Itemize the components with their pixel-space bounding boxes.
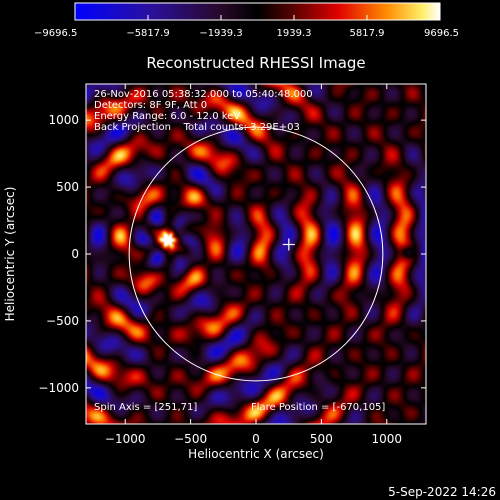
colorbar-tick-label: 1939.3	[277, 28, 312, 39]
colorbar-ticks: −9696.5 −5817.9 −1939.3 1939.3 5817.9 9696.5	[34, 15, 459, 39]
annotation-method-counts: Back Projection Total counts: 3.29E+03	[94, 122, 300, 133]
annotation-energy-range: Energy Range: 6.0 - 12.0 keV	[94, 111, 240, 122]
annotation-time-range: 26-Nov-2016 05:38:32.000 to 05:40:48.000	[94, 89, 313, 100]
colorbar-tick-label: −9696.5	[34, 28, 77, 39]
colorbar-tick-label: −1939.3	[199, 28, 242, 39]
heatmap-image	[86, 84, 426, 424]
y-tick-label: 0	[71, 247, 79, 261]
y-tick-label: 1000	[48, 113, 79, 127]
footer-timestamp: 5-Sep-2022 14:26	[388, 485, 496, 499]
chart-title: Reconstructed RHESSI Image	[146, 54, 365, 72]
x-tick-label: −500	[174, 432, 207, 446]
spin-axis-label: Spin Axis = [251,71]	[94, 402, 197, 413]
annotation-detectors: Detectors: 8F 9F, Att 0	[94, 100, 207, 111]
annotation-block: 26-Nov-2016 05:38:32.000 to 05:40:48.000…	[94, 89, 313, 133]
x-tick-label: 500	[310, 432, 333, 446]
x-tick-label: 1000	[371, 432, 402, 446]
colorbar-tick-label: 9696.5	[424, 28, 459, 39]
x-axis-label: Heliocentric X (arcsec)	[188, 447, 324, 461]
axis-ticks: −1000 −500 0 500 1000 1000 500 0 −500 −1000	[38, 84, 426, 446]
flare-position-label: Flare Position = [-670,105]	[251, 402, 385, 413]
y-tick-label: 500	[56, 180, 79, 194]
plot-area	[86, 84, 426, 424]
colorbar	[74, 2, 441, 21]
solar-limb-circle	[128, 126, 384, 382]
y-tick-label: −1000	[38, 381, 79, 395]
colorbar-tick-label: 5817.9	[350, 28, 385, 39]
spin-axis-cross-icon	[282, 238, 295, 251]
y-axis-label: Heliocentric Y (arcsec)	[3, 187, 17, 322]
y-tick-label: −500	[46, 314, 79, 328]
colorbar-tick-label: −5817.9	[126, 28, 169, 39]
x-tick-label: 0	[252, 432, 260, 446]
x-tick-label: −1000	[105, 432, 146, 446]
